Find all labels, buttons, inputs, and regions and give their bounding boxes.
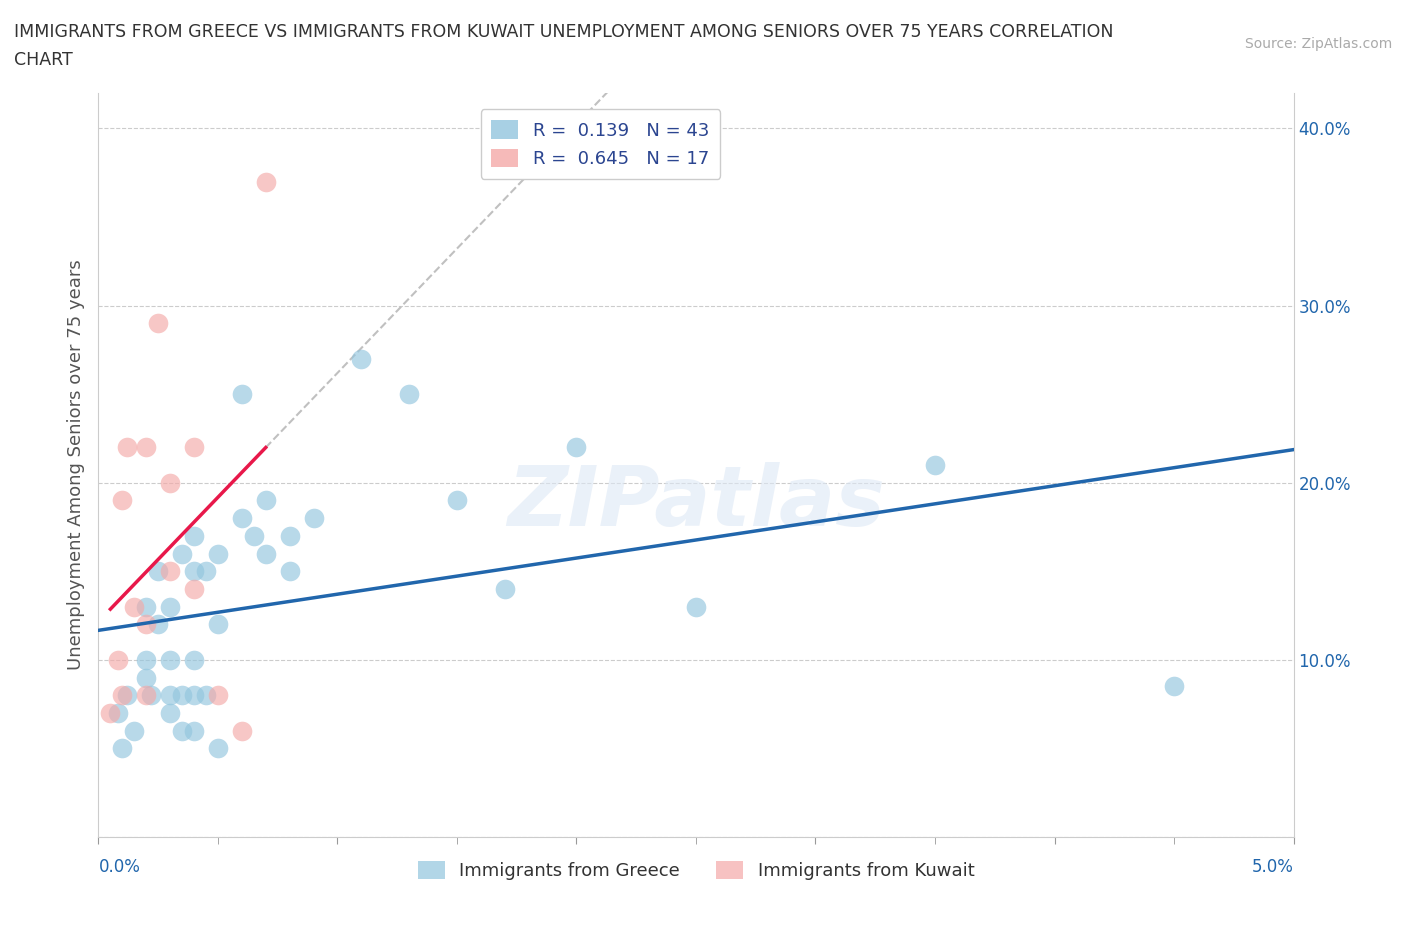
Point <box>139 688 162 703</box>
Point <box>278 564 301 578</box>
Point <box>183 440 205 455</box>
Point <box>148 316 170 331</box>
Point <box>231 387 253 402</box>
Point <box>172 688 194 703</box>
Point <box>195 688 218 703</box>
Point <box>207 546 229 561</box>
Point <box>207 741 229 756</box>
Point <box>207 688 229 703</box>
Point <box>115 688 138 703</box>
Point <box>135 440 157 455</box>
Point <box>398 387 420 402</box>
Point <box>183 581 205 596</box>
Point <box>111 688 134 703</box>
Point <box>278 528 301 543</box>
Point <box>159 564 181 578</box>
Text: Source: ZipAtlas.com: Source: ZipAtlas.com <box>1244 37 1392 51</box>
Point <box>231 724 253 738</box>
Text: CHART: CHART <box>14 51 73 69</box>
Point <box>254 546 277 561</box>
Point <box>124 599 146 614</box>
Point <box>565 440 588 455</box>
Text: 5.0%: 5.0% <box>1251 857 1294 876</box>
Point <box>254 174 277 189</box>
Point <box>243 528 266 543</box>
Point <box>98 706 122 721</box>
Point <box>254 493 277 508</box>
Point <box>494 581 516 596</box>
Point <box>159 599 181 614</box>
Point <box>172 724 194 738</box>
Point <box>183 653 205 668</box>
Point <box>115 440 138 455</box>
Point <box>183 688 205 703</box>
Point <box>135 617 157 631</box>
Legend: Immigrants from Greece, Immigrants from Kuwait: Immigrants from Greece, Immigrants from … <box>411 854 981 887</box>
Point <box>446 493 468 508</box>
Point <box>148 617 170 631</box>
Point <box>135 599 157 614</box>
Point <box>148 564 170 578</box>
Point <box>183 564 205 578</box>
Point <box>159 653 181 668</box>
Point <box>135 653 157 668</box>
Point <box>231 511 253 525</box>
Point <box>183 528 205 543</box>
Text: IMMIGRANTS FROM GREECE VS IMMIGRANTS FROM KUWAIT UNEMPLOYMENT AMONG SENIORS OVER: IMMIGRANTS FROM GREECE VS IMMIGRANTS FRO… <box>14 23 1114 41</box>
Point <box>159 688 181 703</box>
Point <box>159 706 181 721</box>
Point <box>183 724 205 738</box>
Point <box>350 352 373 366</box>
Point <box>107 653 129 668</box>
Point <box>159 475 181 490</box>
Y-axis label: Unemployment Among Seniors over 75 years: Unemployment Among Seniors over 75 years <box>66 259 84 671</box>
Point <box>111 741 134 756</box>
Point <box>195 564 218 578</box>
Point <box>124 724 146 738</box>
Text: 0.0%: 0.0% <box>98 857 141 876</box>
Point <box>135 688 157 703</box>
Point <box>302 511 325 525</box>
Point <box>107 706 129 721</box>
Text: ZIPatlas: ZIPatlas <box>508 461 884 543</box>
Point <box>111 493 134 508</box>
Point <box>135 671 157 685</box>
Point <box>924 458 946 472</box>
Point <box>207 617 229 631</box>
Point <box>685 599 707 614</box>
Point <box>172 546 194 561</box>
Point <box>1163 679 1185 694</box>
